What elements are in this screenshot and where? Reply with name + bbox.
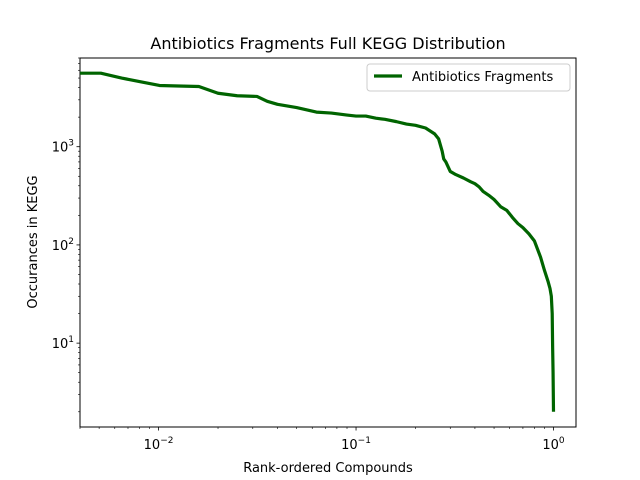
x-tick-label: 10−2 <box>144 436 174 453</box>
legend-label: Antibiotics Fragments <box>412 70 554 85</box>
y-tick-label: 102 <box>52 237 74 254</box>
x-tick-label: 100 <box>542 436 565 453</box>
y-tick-label: 101 <box>52 335 74 352</box>
y-axis: 101 102 103 <box>52 57 80 413</box>
y-axis-label: Occurances in KEGG <box>26 175 41 308</box>
x-axis-label: Rank-ordered Compounds <box>243 461 413 476</box>
legend-box <box>366 63 571 92</box>
chart-title: Antibiotics Fragments Full KEGG Distribu… <box>150 34 505 53</box>
y-tick-label: 103 <box>52 139 74 156</box>
plot-area <box>79 57 577 428</box>
x-axis: 10−2 10−1 100 <box>79 427 565 453</box>
series-line-antibiotics-fragments <box>80 71 556 412</box>
x-tick-label: 10−1 <box>341 436 371 453</box>
legend: Antibiotics Fragments <box>366 63 571 92</box>
